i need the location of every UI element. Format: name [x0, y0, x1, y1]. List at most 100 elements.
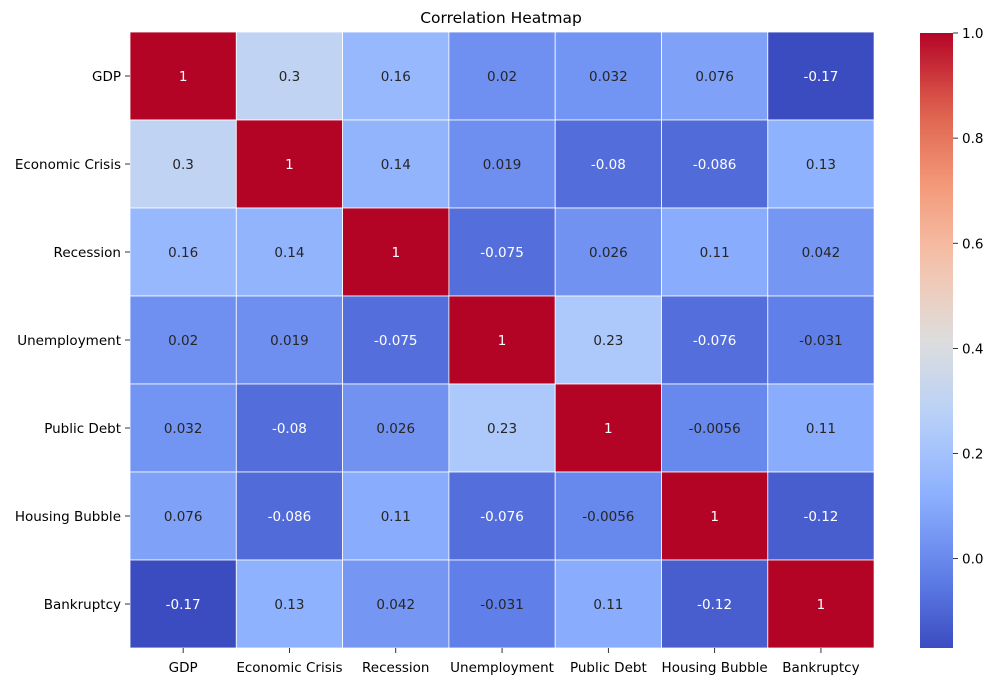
row-label-economic-crisis: Economic Crisis: [15, 157, 121, 173]
heatmap-cells: [129, 31, 875, 649]
heatmap-cell-gdp-recession: [342, 31, 450, 121]
cell-annotation-gdp-gdp: 1: [179, 69, 188, 85]
heatmap-cell-public-debt-recession: [342, 383, 450, 473]
heatmap-cell-bankruptcy-housing-bubble: [661, 559, 769, 649]
cell-annotation-gdp-bankruptcy: -0.17: [803, 69, 838, 85]
heatmap-cell-unemployment-bankruptcy: [767, 295, 875, 385]
heatmap-cell-recession-public-debt: [554, 207, 662, 297]
heatmap-cell-unemployment-unemployment: [448, 295, 556, 385]
column-label-economic-crisis: Economic Crisis: [236, 660, 342, 676]
cell-annotation-economic-crisis-bankruptcy: 0.13: [806, 157, 836, 173]
cell-annotation-unemployment-bankruptcy: -0.031: [799, 333, 843, 349]
heatmap-cell-gdp-housing-bubble: [661, 31, 769, 121]
colorbar-tick-label-5: 1.0: [962, 26, 983, 42]
heatmap-cell-recession-bankruptcy: [767, 207, 875, 297]
cell-annotation-public-debt-unemployment: 0.23: [487, 421, 517, 437]
heatmap-cell-housing-bubble-unemployment: [448, 471, 556, 561]
cell-annotation-unemployment-unemployment: 1: [498, 333, 507, 349]
heatmap-cell-bankruptcy-unemployment: [448, 559, 556, 649]
column-label-housing-bubble: Housing Bubble: [662, 660, 768, 676]
cell-annotation-economic-crisis-gdp: 0.3: [172, 157, 193, 173]
cell-annotation-gdp-economic-crisis: 0.3: [279, 69, 300, 85]
cell-annotation-unemployment-gdp: 0.02: [168, 333, 198, 349]
cell-annotation-recession-unemployment: -0.075: [480, 245, 524, 261]
heatmap-cell-bankruptcy-recession: [342, 559, 450, 649]
heatmap-cell-bankruptcy-public-debt: [554, 559, 662, 649]
heatmap-cell-recession-housing-bubble: [661, 207, 769, 297]
heatmap-cell-gdp-public-debt: [554, 31, 662, 121]
cell-annotation-unemployment-housing-bubble: -0.076: [693, 333, 737, 349]
heatmap-cell-economic-crisis-public-debt: [554, 119, 662, 209]
chart-title: Correlation Heatmap: [420, 9, 582, 27]
cell-annotation-housing-bubble-gdp: 0.076: [164, 509, 203, 525]
cell-annotation-gdp-unemployment: 0.02: [487, 69, 517, 85]
row-label-recession: Recession: [54, 245, 121, 261]
heatmap-cell-public-debt-gdp: [129, 383, 237, 473]
cell-annotation-housing-bubble-public-debt: -0.0056: [582, 509, 634, 525]
cell-annotation-gdp-housing-bubble: 0.076: [695, 69, 734, 85]
cell-annotation-housing-bubble-unemployment: -0.076: [480, 509, 524, 525]
row-label-gdp: GDP: [92, 69, 121, 85]
row-label-unemployment: Unemployment: [17, 333, 121, 349]
heatmap-cell-housing-bubble-economic-crisis: [235, 471, 344, 561]
heatmap-cell-economic-crisis-bankruptcy: [767, 119, 875, 209]
heatmap-cell-economic-crisis-recession: [342, 119, 450, 209]
cell-annotation-unemployment-economic-crisis: 0.019: [270, 333, 309, 349]
column-labels: GDP Economic Crisis Recession Unemployment P…: [169, 648, 860, 676]
cell-annotation-bankruptcy-economic-crisis: 0.13: [274, 597, 304, 613]
cell-annotation-bankruptcy-recession: 0.042: [376, 597, 415, 613]
column-label-recession: Recession: [362, 660, 429, 676]
cell-annotation-public-debt-economic-crisis: -0.08: [272, 421, 307, 437]
heatmap-cell-housing-bubble-bankruptcy: [767, 471, 875, 561]
colorbar-tick-label-2: 0.4: [962, 341, 983, 357]
cell-annotation-recession-economic-crisis: 0.14: [274, 245, 304, 261]
cell-annotation-recession-housing-bubble: 0.11: [700, 245, 730, 261]
heatmap-cell-recession-gdp: [129, 207, 237, 297]
cell-annotation-public-debt-gdp: 0.032: [164, 421, 203, 437]
heatmap-cell-unemployment-economic-crisis: [235, 295, 344, 385]
heatmap-cell-economic-crisis-gdp: [129, 119, 237, 209]
cell-annotation-recession-public-debt: 0.026: [589, 245, 628, 261]
heatmap-cell-bankruptcy-bankruptcy: [767, 559, 875, 649]
colorbar-tick-label-1: 0.2: [962, 447, 983, 463]
colorbar-gradient: [920, 33, 953, 648]
cell-annotation-bankruptcy-housing-bubble: -0.12: [697, 597, 732, 613]
row-label-public-debt: Public Debt: [44, 421, 121, 437]
heatmap-cell-economic-crisis-housing-bubble: [661, 119, 769, 209]
heatmap-cell-public-debt-bankruptcy: [767, 383, 875, 473]
cell-annotation-public-debt-public-debt: 1: [604, 421, 613, 437]
heatmap-cell-gdp-unemployment: [448, 31, 556, 121]
cell-annotation-public-debt-housing-bubble: -0.0056: [689, 421, 741, 437]
heatmap-cell-gdp-gdp: [129, 31, 237, 121]
cell-annotation-public-debt-recession: 0.026: [376, 421, 415, 437]
cell-annotation-housing-bubble-housing-bubble: 1: [710, 509, 719, 525]
heatmap-cell-recession-economic-crisis: [235, 207, 344, 297]
cell-annotation-housing-bubble-bankruptcy: -0.12: [803, 509, 838, 525]
heatmap-annotations: 1 0.3 0.16 0.02 0.032 0.076 -0.17 0.3 1 0.14 0.019…: [164, 69, 843, 613]
cell-annotation-housing-bubble-economic-crisis: -0.086: [268, 509, 312, 525]
row-labels: GDP Economic Crisis Recession Unemployment P…: [15, 69, 130, 613]
cell-annotation-economic-crisis-housing-bubble: -0.086: [693, 157, 737, 173]
cell-annotation-public-debt-bankruptcy: 0.11: [806, 421, 836, 437]
colorbar-tick-label-4: 0.8: [962, 131, 983, 147]
colorbar-tick-label-0: 0.0: [962, 552, 983, 568]
cell-annotation-recession-gdp: 0.16: [168, 245, 198, 261]
cell-annotation-bankruptcy-gdp: -0.17: [166, 597, 201, 613]
cell-annotation-unemployment-public-debt: 0.23: [593, 333, 623, 349]
heatmap-cell-recession-unemployment: [448, 207, 556, 297]
cell-annotation-gdp-recession: 0.16: [381, 69, 411, 85]
colorbar-tick-label-3: 0.6: [962, 236, 983, 252]
heatmap-cell-housing-bubble-recession: [342, 471, 450, 561]
cell-annotation-economic-crisis-unemployment: 0.019: [483, 157, 522, 173]
cell-annotation-housing-bubble-recession: 0.11: [381, 509, 411, 525]
cell-annotation-bankruptcy-unemployment: -0.031: [480, 597, 524, 613]
colorbar: 0.0 0.2 0.4 0.6 0.8 1.0: [920, 26, 983, 648]
heatmap-cell-housing-bubble-gdp: [129, 471, 237, 561]
cell-annotation-bankruptcy-public-debt: 0.11: [593, 597, 623, 613]
row-label-housing-bubble: Housing Bubble: [15, 509, 121, 525]
column-label-gdp: GDP: [169, 660, 198, 676]
heatmap-cell-unemployment-housing-bubble: [661, 295, 769, 385]
heatmap-cell-gdp-economic-crisis: [235, 31, 344, 121]
heatmap-cell-housing-bubble-public-debt: [554, 471, 662, 561]
